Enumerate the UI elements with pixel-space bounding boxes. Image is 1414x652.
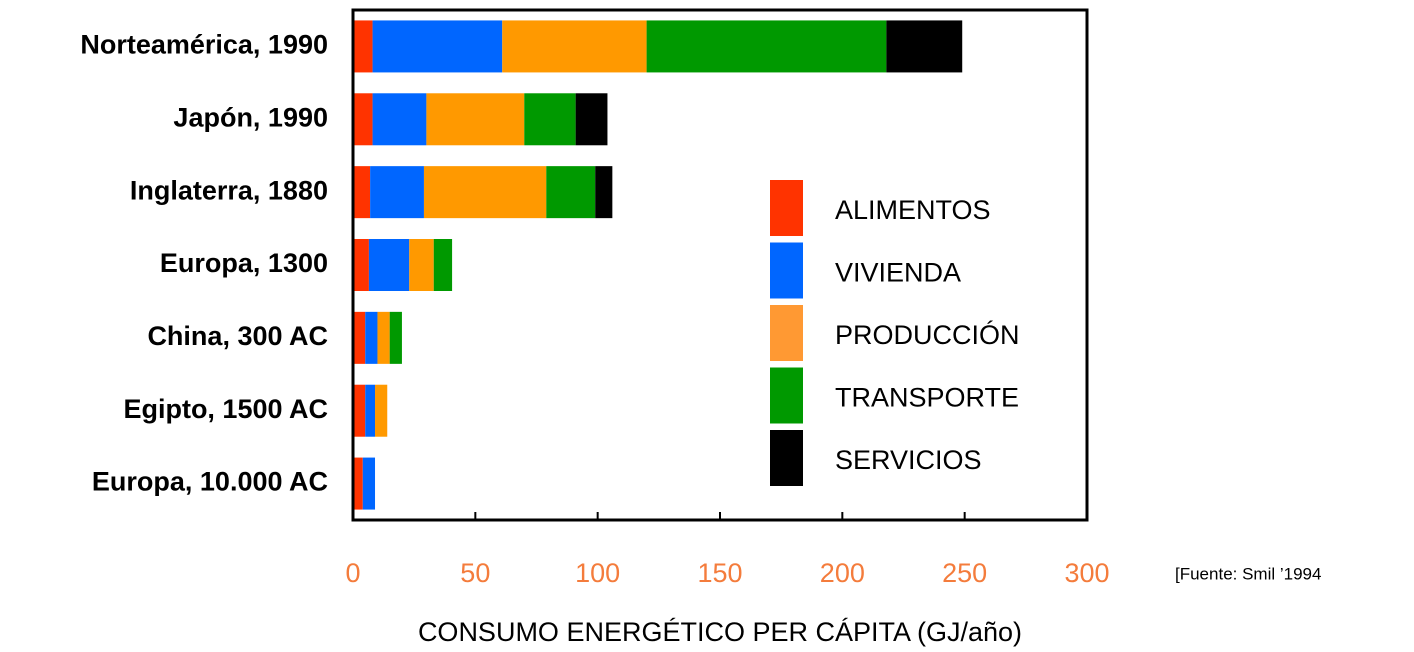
bar-segment bbox=[524, 93, 576, 146]
bar-segment bbox=[575, 93, 608, 146]
bar-segment bbox=[546, 166, 596, 219]
legend-swatch bbox=[770, 367, 803, 424]
x-tick-label: 150 bbox=[697, 558, 742, 588]
y-tick-label: China, 300 AC bbox=[147, 321, 328, 351]
bar-segment bbox=[353, 311, 366, 364]
bar-segment bbox=[353, 93, 373, 146]
y-tick-label: Japón, 1990 bbox=[173, 102, 328, 132]
bar-segment bbox=[353, 239, 369, 291]
y-tick-label: Europa, 10.000 AC bbox=[92, 467, 328, 497]
x-tick-label: 200 bbox=[820, 558, 865, 588]
legend-label: PRODUCCIÓN bbox=[835, 319, 1020, 350]
x-tick-label: 100 bbox=[575, 558, 620, 588]
legend-label: SERVICIOS bbox=[835, 445, 982, 475]
bar-segment bbox=[389, 311, 402, 364]
bar-segment bbox=[353, 457, 363, 510]
bar-segment bbox=[886, 20, 963, 73]
bar-segment bbox=[372, 20, 503, 73]
bar-segment bbox=[502, 20, 647, 73]
bar-segment bbox=[362, 457, 376, 510]
bar-segment bbox=[353, 166, 371, 219]
bar-segment bbox=[365, 384, 376, 437]
bar-segment bbox=[595, 166, 613, 219]
y-tick-label: Inglaterra, 1880 bbox=[130, 175, 328, 205]
bar-segment bbox=[353, 20, 373, 73]
y-tick-label: Egipto, 1500 AC bbox=[123, 394, 328, 424]
bar-segment bbox=[377, 311, 390, 364]
legend-swatch bbox=[770, 242, 803, 299]
legend-label: VIVIENDA bbox=[835, 258, 961, 288]
bar-segment bbox=[423, 166, 547, 219]
bar-segment bbox=[646, 20, 887, 73]
legend-label: ALIMENTOS bbox=[835, 195, 991, 225]
x-axis-label: CONSUMO ENERGÉTICO PER CÁPITA (GJ/año) bbox=[418, 617, 1022, 647]
plot-frame bbox=[351, 8, 1089, 522]
bar-segment bbox=[433, 239, 453, 291]
x-tick-label: 0 bbox=[345, 558, 360, 588]
y-tick-label: Europa, 1300 bbox=[160, 248, 328, 278]
x-tick-label: 250 bbox=[942, 558, 987, 588]
bar-segment bbox=[368, 239, 410, 291]
x-tick-label: 300 bbox=[1064, 558, 1109, 588]
source-note: [Fuente: Smil ’1994 bbox=[1175, 564, 1321, 583]
x-tick-label: 50 bbox=[460, 558, 490, 588]
legend-label: TRANSPORTE bbox=[835, 383, 1019, 413]
legend-swatch bbox=[770, 305, 803, 361]
bar-segment bbox=[409, 239, 434, 291]
legend-swatch bbox=[770, 430, 803, 486]
bar-segment bbox=[365, 311, 378, 364]
y-tick-label: Norteamérica, 1990 bbox=[80, 30, 328, 60]
legend-swatch bbox=[770, 180, 803, 236]
bar-segment bbox=[372, 93, 427, 146]
bar-segment bbox=[353, 384, 366, 437]
bar-segment bbox=[370, 166, 424, 219]
bar-segment bbox=[375, 384, 388, 437]
bar-segment bbox=[426, 93, 525, 146]
